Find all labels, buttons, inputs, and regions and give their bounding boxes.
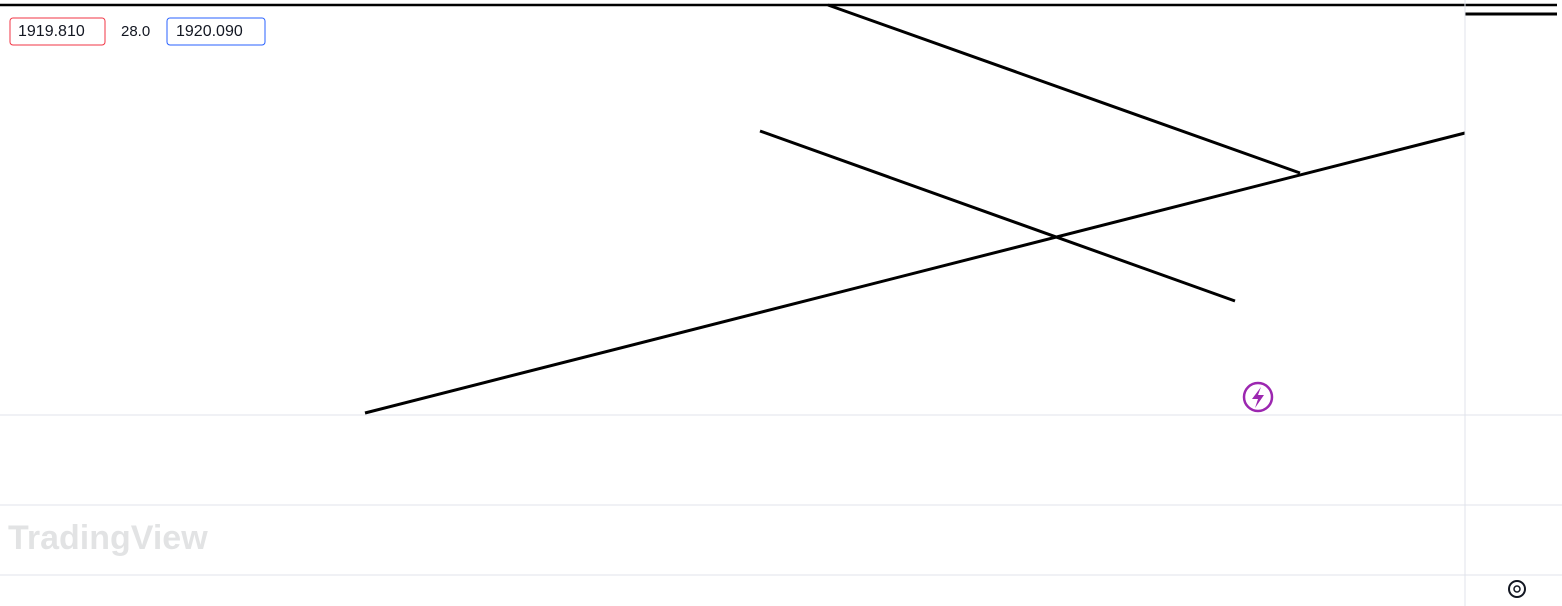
spread: 28.0 bbox=[121, 23, 150, 40]
ask-box[interactable] bbox=[166, 17, 266, 46]
ask: 1920.090 bbox=[176, 23, 243, 40]
header: 1919.810 28.0 1920.090 bbox=[9, 17, 266, 46]
icon-bolt bbox=[1252, 387, 1264, 408]
trend-line bbox=[827, 3, 1301, 175]
lightning-icon[interactable] bbox=[1242, 381, 1274, 413]
bid: 1919.810 bbox=[18, 23, 85, 40]
gear-hub bbox=[1513, 585, 1521, 593]
trend-line bbox=[759, 129, 1236, 303]
settings-icon[interactable] bbox=[1508, 580, 1526, 598]
gear bbox=[1508, 580, 1526, 598]
watermark: TradingView bbox=[8, 519, 208, 557]
trend-lines bbox=[364, 3, 1466, 415]
trend-line bbox=[364, 131, 1466, 415]
bid-box[interactable] bbox=[9, 17, 106, 46]
icon-ring bbox=[1242, 381, 1274, 413]
